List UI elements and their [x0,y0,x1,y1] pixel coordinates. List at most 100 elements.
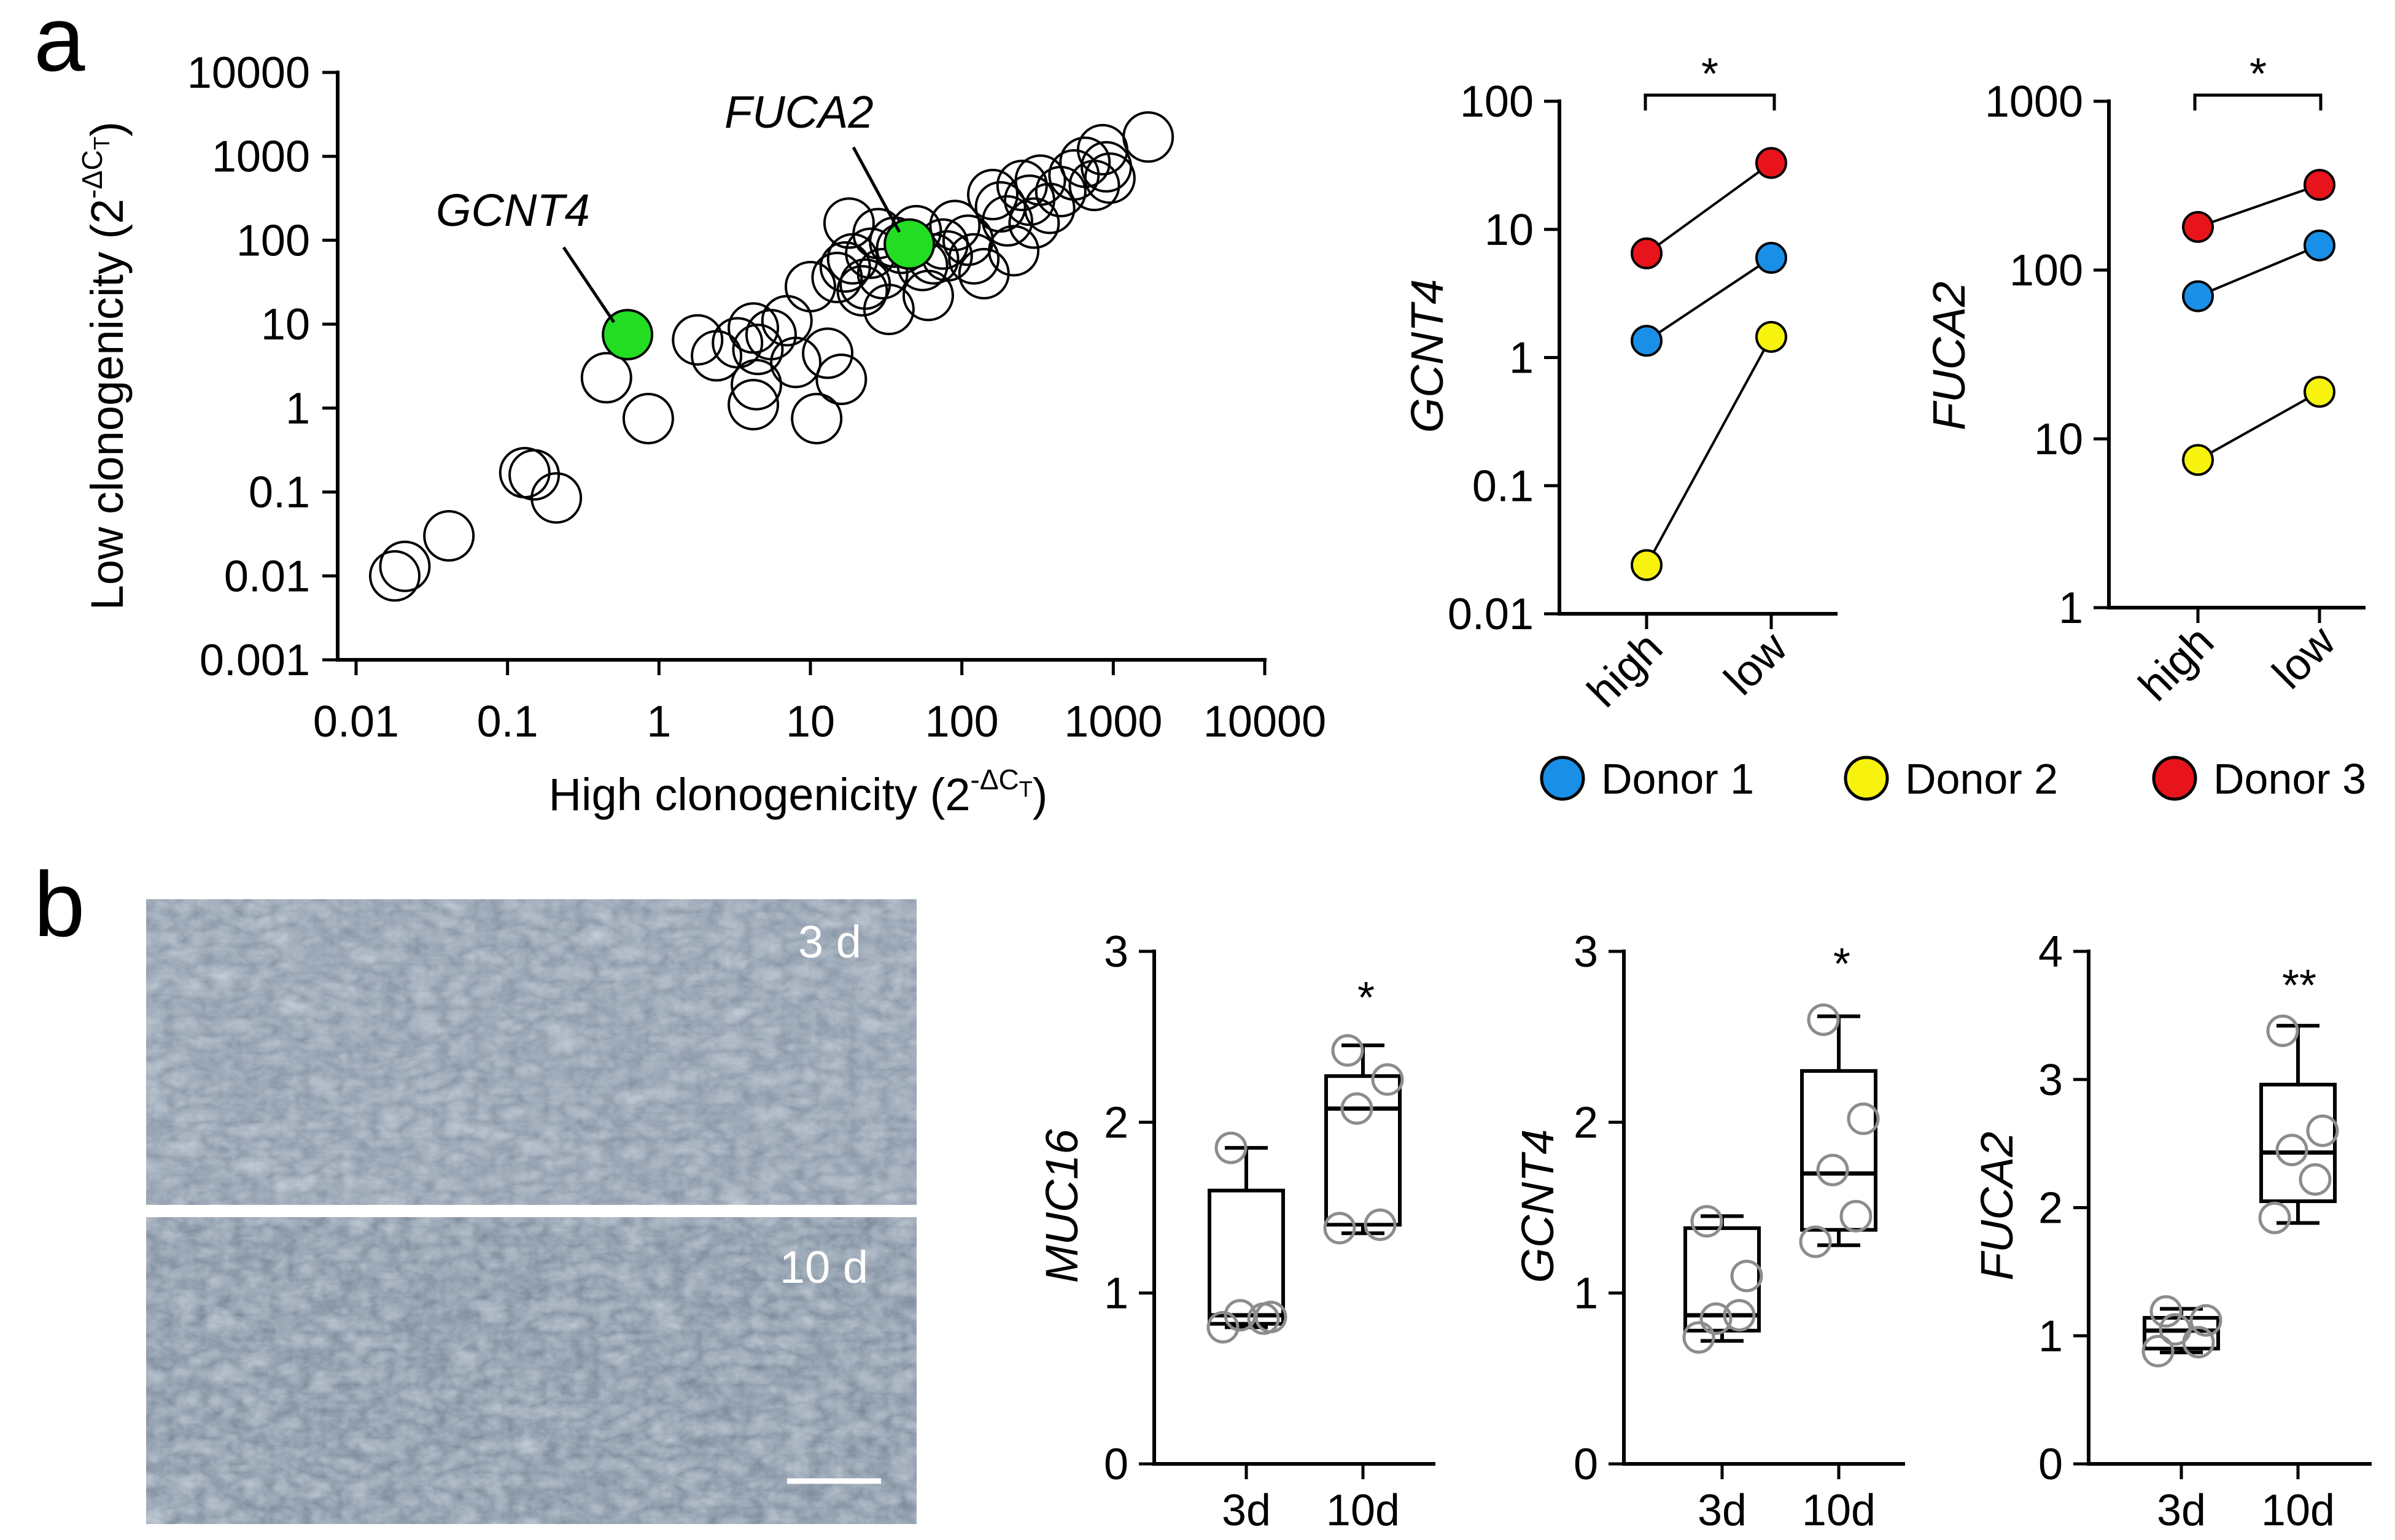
scatter-chart: 0.01 0.1 1 10 100 1000 10000 0.0010.010.111010… [76,48,1326,820]
scatter-x-ticks: 0.01 0.1 1 10 100 1000 10000 [313,660,1326,746]
panel-letter-b: b [34,853,85,956]
series-point [2182,280,2214,312]
series-point [1755,147,1787,179]
scatter-point [1084,152,1136,204]
paired-gcnt4-y-label: GCNT4 [1402,279,1453,433]
scatter-point [981,195,1033,247]
scatter-point [1023,182,1076,234]
x-tick-label: 3d [1698,1486,1747,1535]
box-gcnt4-y-label: GCNT4 [1512,1129,1563,1283]
series-point [2304,229,2335,261]
series-point [1631,549,1663,581]
x-tick-label: 10 [786,697,835,746]
scatter-point [770,336,822,389]
scatter-y-label: Low clonogenicity (2-ΔCT) [76,122,133,610]
box-iqr [1324,1074,1402,1227]
x-tick-label: 0.01 [313,697,399,746]
y-tick-label: 0 [2038,1440,2063,1489]
x-tick-label: 1 [646,697,671,746]
x-tick-label: high [1578,623,1672,717]
scatter-x-label: High clonogenicity (2-ΔCT) [549,764,1048,820]
y-tick-label: 4 [2038,927,2063,977]
significance-gcnt4: * [1701,50,1718,99]
paired-fuca2-y-label: FUCA2 [1923,282,1974,431]
box-iqr [1208,1188,1285,1326]
scatter-point [1076,123,1128,176]
box-data-point [1847,1102,1880,1136]
scatter-point [761,295,813,347]
box-data-point [1340,1092,1373,1125]
y-tick-label: 2 [2038,1184,2063,1233]
scatter-point [996,160,1048,212]
y-tick-label: 100 [1460,77,1534,126]
series-point [2182,211,2214,243]
y-tick-label: 0.1 [249,468,310,517]
annotation-fuca2-leader [852,146,901,233]
scatter-point [967,169,1019,221]
scatter-point [823,197,875,249]
scatter-point [815,354,868,406]
box-data-point [2189,1304,2222,1337]
box-data-point [1699,1302,1733,1335]
y-tick-label: 2 [1104,1098,1128,1147]
series-line [2197,184,2320,228]
scatter-point [508,449,561,501]
scatter-point [836,265,888,317]
svg-text:Donor 2: Donor 2 [1905,755,2058,803]
scatter-point [802,327,854,379]
scatter-point [379,540,431,592]
series-line [1645,257,1772,342]
series-line [1645,336,1772,566]
scatter-point [958,247,1010,300]
box-data-point [1323,1212,1356,1245]
box-iqr [2143,1316,2220,1351]
box-data-point [1371,1063,1404,1096]
y-tick-label: 3 [1104,927,1128,977]
scatter-point [863,284,915,336]
y-tick-label: 1 [1104,1269,1128,1318]
y-tick-label: 0 [1104,1440,1128,1489]
x-tick-label: 100 [925,697,999,746]
y-tick-label: 10 [261,300,310,349]
box-data-point [2275,1134,2308,1167]
box-data-point [2299,1163,2332,1196]
scatter-point [732,323,784,376]
y-tick-label: 0.1 [1472,462,1534,511]
box-muc16-y-ticks: 0 1 2 3 [1104,927,1154,1489]
box-muc16-y-label: MUC16 [1036,1129,1087,1283]
series-line [1645,161,1772,255]
y-tick-label: 10000 [187,48,310,98]
y-tick-label: 0.01 [1448,590,1534,639]
y-tick-label: 1 [1574,1269,1598,1318]
scatter-point [1068,160,1120,212]
box-data-point [1214,1131,1248,1164]
x-tick-label: high [2129,617,2223,711]
x-tick-label: low [1715,622,1797,705]
box-data-point [1816,1153,1849,1186]
series-point [1755,242,1787,274]
scatter-y-ticks: 0.001 0.01 0.1 1 10 100 1000 10000 [187,48,338,685]
x-tick-label: 3d [2157,1486,2206,1535]
box-chart-fuca2: 0 1 2 3 4 3d 10d ** FUCA2 [1971,927,2372,1535]
significance-bracket-fuca2 [2193,93,2323,110]
y-tick-label: 3 [2038,1056,2063,1105]
box-data-point [1331,1034,1364,1067]
box-fuca2-y-label: FUCA2 [1971,1132,2022,1281]
paired-gcnt4-series [1631,147,1787,581]
scatter-highlight-points [602,218,936,361]
scatter-point [902,269,954,322]
scatter-point [745,309,797,361]
box-data-point [1682,1321,1715,1354]
box-iqr [1800,1069,1877,1232]
box-gcnt4-boxes [1682,1003,1880,1354]
scatter-point [1008,197,1060,249]
y-tick-label: 1 [2038,1312,2063,1361]
box-data-point [1723,1299,1756,1332]
series-point [1631,237,1663,269]
series-point [2304,169,2335,201]
significance-fuca2: * [2249,50,2267,99]
panel-letter-a: a [34,0,85,90]
micrograph-3d-label: 3 d [798,916,861,967]
series-point [2182,444,2214,476]
svg-text:Donor 1: Donor 1 [1601,755,1754,803]
